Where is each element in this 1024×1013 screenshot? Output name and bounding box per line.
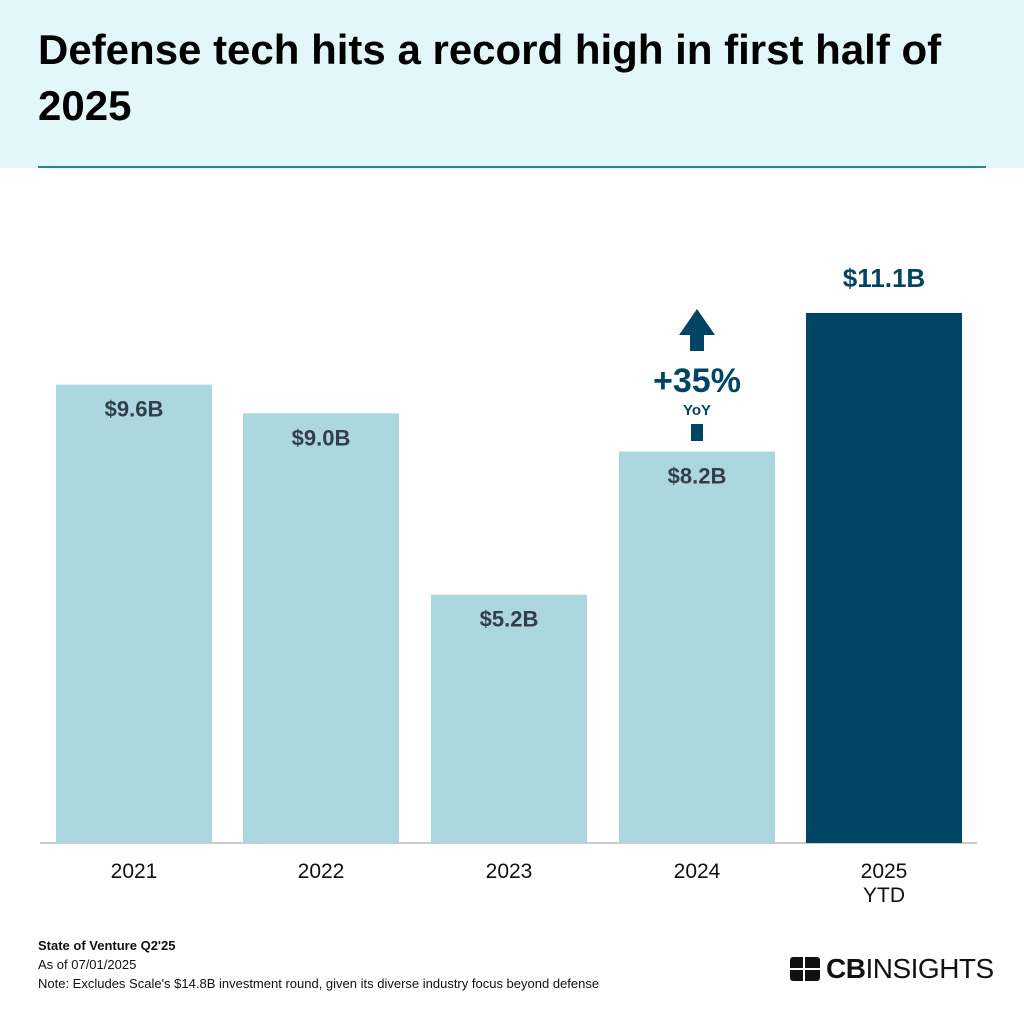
x-tick-label: 2022 bbox=[298, 860, 345, 883]
data-label: $11.1B bbox=[843, 263, 925, 293]
x-tick-label: 2021 bbox=[111, 860, 158, 883]
bar-2022 bbox=[243, 413, 399, 843]
data-label: $5.2B bbox=[480, 607, 539, 632]
bar-2024 bbox=[619, 451, 775, 843]
arrow-up-icon bbox=[679, 309, 715, 351]
x-tick-label: YTD bbox=[863, 884, 905, 907]
annotation-yoy: YoY bbox=[683, 402, 711, 419]
bar-chart: $9.6B 2021 $9.0B 2022 $5.2B 2023 $8.2B 2024 $11.… bbox=[40, 263, 977, 907]
title-divider bbox=[38, 166, 986, 168]
footer-source: State of Venture Q2'25 bbox=[38, 938, 176, 953]
footer-note: Note: Excludes Scale's $14.8B investment… bbox=[38, 976, 600, 991]
data-label: $9.0B bbox=[292, 425, 351, 450]
data-label: $8.2B bbox=[668, 463, 727, 488]
bar-2023 bbox=[431, 594, 587, 843]
annotation-percent: +35% bbox=[653, 362, 741, 400]
logo-text-bold: CB bbox=[826, 953, 866, 984]
chart-title: Defense tech hits a record high in first… bbox=[38, 26, 942, 129]
logo-text-light: INSIGHTS bbox=[865, 953, 994, 984]
arrow-stem bbox=[691, 424, 703, 441]
x-tick-label: 2023 bbox=[486, 860, 533, 883]
data-label: $9.6B bbox=[105, 397, 164, 422]
footer-date: As of 07/01/2025 bbox=[38, 957, 137, 972]
cb-logo-icon bbox=[790, 957, 820, 981]
bar-2025-ytd bbox=[806, 313, 962, 843]
header-band bbox=[0, 0, 1024, 168]
bar-2021 bbox=[56, 384, 212, 843]
cb-insights-logo: CB INSIGHTS bbox=[790, 953, 994, 985]
x-tick-label: 2025 bbox=[861, 860, 908, 883]
x-tick-label: 2024 bbox=[674, 860, 721, 883]
